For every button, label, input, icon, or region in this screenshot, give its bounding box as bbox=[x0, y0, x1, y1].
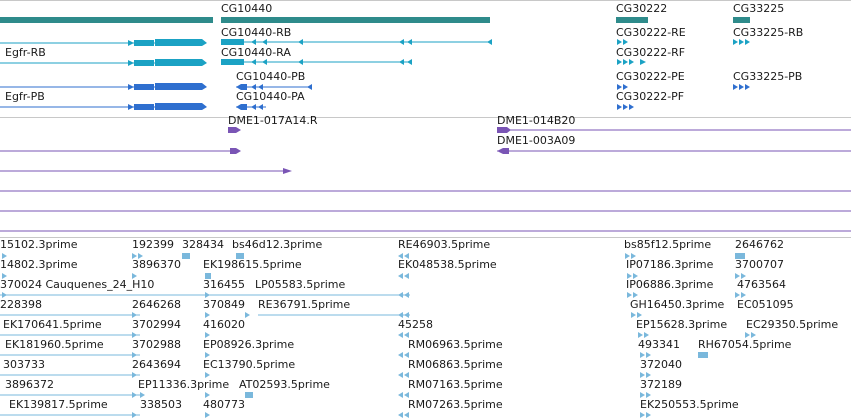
est-label[interactable]: bs46d12.3prime bbox=[232, 238, 323, 251]
est-label[interactable]: EK048538.5prime bbox=[398, 258, 497, 271]
est-track bbox=[0, 253, 756, 418]
est-label[interactable]: 4763564 bbox=[737, 278, 786, 291]
est-label[interactable]: 338503 bbox=[140, 398, 182, 411]
track-separator bbox=[0, 117, 851, 118]
est-label[interactable]: 3702994 bbox=[132, 318, 181, 331]
track-separator bbox=[0, 237, 851, 238]
est-label[interactable]: 370849 bbox=[203, 298, 245, 311]
est-label[interactable]: 15102.3prime bbox=[0, 238, 78, 251]
est-label[interactable]: EK139817.5prime bbox=[9, 398, 108, 411]
est-label[interactable]: IP06886.3prime bbox=[626, 278, 714, 291]
clone-track bbox=[0, 127, 851, 232]
est-label[interactable]: 45258 bbox=[398, 318, 433, 331]
est-label[interactable]: EK170641.5prime bbox=[3, 318, 102, 331]
gene-bar-left[interactable] bbox=[0, 17, 213, 23]
est-label[interactable]: EK198615.5prime bbox=[203, 258, 302, 271]
est-label[interactable]: RM06863.5prime bbox=[408, 358, 503, 371]
est-label[interactable]: EP11336.3prime bbox=[138, 378, 230, 391]
est-label[interactable]: EC13790.5prime bbox=[203, 358, 296, 371]
gene-label-cg33225[interactable]: CG33225 bbox=[733, 2, 785, 15]
est-label[interactable]: 328434 bbox=[182, 238, 224, 251]
est-label[interactable]: GH16450.3prime bbox=[630, 298, 725, 311]
est-label[interactable]: 493341 bbox=[638, 338, 680, 351]
est-label[interactable]: 3896370 bbox=[132, 258, 181, 271]
track-separator bbox=[0, 0, 851, 1]
transcript-label-cg30222-rf[interactable]: CG30222-RF bbox=[616, 46, 686, 59]
est-label[interactable]: RE36791.5prime bbox=[258, 298, 351, 311]
transcript-label-cg30222-re[interactable]: CG30222-RE bbox=[616, 26, 686, 39]
est-label[interactable]: 14802.3prime bbox=[0, 258, 78, 271]
protein-track bbox=[0, 83, 750, 110]
protein-label-cg33225-pb[interactable]: CG33225-PB bbox=[733, 70, 803, 83]
protein-label-egfr-pb[interactable]: Egfr-PB bbox=[5, 90, 45, 103]
transcript-label-cg10440-ra[interactable]: CG10440-RA bbox=[221, 46, 291, 59]
clone-label-dme1-017a14[interactable]: DME1-017A14.R bbox=[228, 114, 318, 127]
est-label[interactable]: 370024 Cauquenes_24_H10 bbox=[0, 278, 155, 291]
transcript-label-cg33225-rb[interactable]: CG33225-RB bbox=[733, 26, 804, 39]
est-label[interactable]: 303733 bbox=[3, 358, 45, 371]
protein-label-cg30222-pe[interactable]: CG30222-PE bbox=[616, 70, 685, 83]
clone-label-dme1-014b20[interactable]: DME1-014B20 bbox=[497, 114, 576, 127]
est-label[interactable]: 372189 bbox=[640, 378, 682, 391]
est-label[interactable]: EC051095 bbox=[737, 298, 794, 311]
est-label[interactable]: 372040 bbox=[640, 358, 682, 371]
protein-label-cg10440-pa[interactable]: CG10440-PA bbox=[236, 90, 305, 103]
est-label[interactable]: RM07263.5prime bbox=[408, 398, 503, 411]
protein-label-cg30222-pf[interactable]: CG30222-PF bbox=[616, 90, 685, 103]
est-label[interactable]: RH67054.5prime bbox=[698, 338, 792, 351]
est-label[interactable]: RM07163.5prime bbox=[408, 378, 503, 391]
transcript-label-cg10440-rb[interactable]: CG10440-RB bbox=[221, 26, 292, 39]
est-label[interactable]: bs85f12.5prime bbox=[624, 238, 712, 251]
est-label[interactable]: EK181960.5prime bbox=[5, 338, 104, 351]
est-label[interactable]: 3702988 bbox=[132, 338, 181, 351]
est-label[interactable]: RM06963.5prime bbox=[408, 338, 503, 351]
est-label[interactable]: 3896372 bbox=[5, 378, 54, 391]
est-label[interactable]: IP07186.3prime bbox=[626, 258, 714, 271]
protein-label-cg10440-pb[interactable]: CG10440-PB bbox=[236, 70, 306, 83]
est-label[interactable]: 316455 bbox=[203, 278, 245, 291]
est-label[interactable]: 480773 bbox=[203, 398, 245, 411]
est-label[interactable]: LP05583.5prime bbox=[255, 278, 346, 291]
gene-bar-cg30222[interactable] bbox=[616, 17, 648, 23]
est-label[interactable]: EC29350.5prime bbox=[746, 318, 839, 331]
est-label[interactable]: 416020 bbox=[203, 318, 245, 331]
est-label[interactable]: RE46903.5prime bbox=[398, 238, 491, 251]
est-label[interactable]: EP15628.3prime bbox=[636, 318, 728, 331]
est-label[interactable]: EK250553.5prime bbox=[640, 398, 739, 411]
gene-bar-cg10440[interactable] bbox=[221, 17, 490, 23]
gene-bar-cg33225[interactable] bbox=[733, 17, 750, 23]
est-label[interactable]: 228398 bbox=[0, 298, 42, 311]
est-label[interactable]: 2643694 bbox=[132, 358, 181, 371]
est-label[interactable]: 192399 bbox=[132, 238, 174, 251]
est-label[interactable]: 2646268 bbox=[132, 298, 181, 311]
transcript-label-egfr-rb[interactable]: Egfr-RB bbox=[5, 46, 46, 59]
gene-label-cg10440[interactable]: CG10440 bbox=[221, 2, 273, 15]
clone-label-dme1-003a09[interactable]: DME1-003A09 bbox=[497, 134, 576, 147]
est-label[interactable]: EP08926.3prime bbox=[203, 338, 295, 351]
est-label[interactable]: 3700707 bbox=[735, 258, 784, 271]
gene-label-cg30222[interactable]: CG30222 bbox=[616, 2, 668, 15]
transcript-track bbox=[0, 39, 750, 66]
est-label[interactable]: 2646762 bbox=[735, 238, 784, 251]
est-label[interactable]: AT02593.5prime bbox=[239, 378, 330, 391]
gene-track bbox=[0, 17, 750, 23]
